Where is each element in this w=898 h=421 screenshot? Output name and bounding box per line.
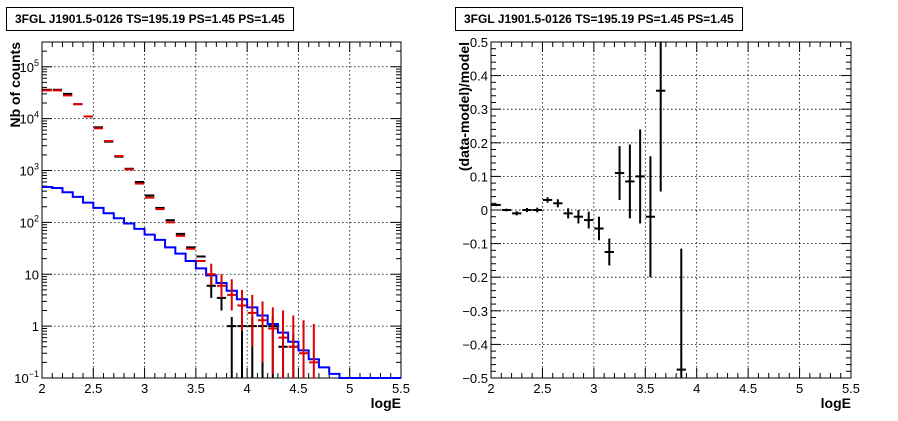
x-axis-label: logE bbox=[821, 395, 851, 411]
model-step-line bbox=[42, 186, 401, 379]
y-tick-label: −0.1 bbox=[462, 237, 488, 252]
data-point bbox=[501, 208, 512, 212]
y-tick-label: 0.5 bbox=[470, 35, 488, 50]
x-tick-label: 3 bbox=[141, 381, 148, 396]
data-point bbox=[298, 320, 309, 378]
data-point bbox=[268, 307, 278, 374]
data-point bbox=[676, 248, 686, 378]
y-axis-label: (data-model)/model bbox=[456, 42, 472, 171]
data-point bbox=[278, 310, 288, 378]
data-point bbox=[237, 289, 247, 332]
x-tick-label: 4 bbox=[244, 381, 251, 396]
data-point bbox=[563, 208, 573, 219]
x-tick-label: 2 bbox=[38, 381, 45, 396]
chart-panel-counts: 2 2.5 3 3.5 4 4.5 5 5.5 10−1 1 10 102 103 104 105 logE N… bbox=[7, 41, 410, 411]
x-tick-label: 3 bbox=[590, 381, 597, 396]
y-tick-label: 105 bbox=[20, 58, 39, 75]
data-point bbox=[604, 238, 614, 266]
x-tick-label: 2 bbox=[487, 381, 494, 396]
y-tick-label: −0.5 bbox=[462, 371, 488, 386]
x-tick-label: 5 bbox=[796, 381, 803, 396]
data-point bbox=[635, 129, 645, 224]
data-point bbox=[206, 263, 216, 286]
y-tick-label: −0.2 bbox=[462, 270, 488, 285]
y-tick-label: 103 bbox=[20, 162, 39, 179]
data-point bbox=[522, 207, 532, 213]
data-point bbox=[594, 216, 604, 241]
x-tick-label: 5.5 bbox=[392, 381, 410, 396]
chart-title-right: 3FGL J1901.5-0126 TS=195.19 PS=1.45 PS=1… bbox=[455, 7, 743, 31]
y-tick-label: 0.2 bbox=[470, 136, 488, 151]
x-axis-label: logE bbox=[371, 395, 401, 411]
data-point bbox=[614, 146, 625, 200]
x-tick-label: 4 bbox=[693, 381, 700, 396]
data-point bbox=[584, 211, 594, 229]
chart-panel-residuals: 2 2.5 3 3.5 4 4.5 5 5.5 −0.5 −0.4 −0.3 −0.2 −0.1 0 0.1… bbox=[456, 35, 860, 411]
x-tick-label: 2.5 bbox=[84, 381, 102, 396]
data-point bbox=[491, 203, 501, 207]
x-tick-label: 3.5 bbox=[636, 381, 654, 396]
data-point bbox=[553, 199, 563, 208]
data-point bbox=[309, 323, 319, 378]
data-point bbox=[542, 197, 553, 203]
y-axis-label: Nb of counts bbox=[7, 42, 23, 128]
x-tick-label: 5.5 bbox=[842, 381, 860, 396]
y-tick-label: 104 bbox=[20, 110, 39, 127]
data-point bbox=[288, 315, 298, 378]
data-point bbox=[257, 301, 268, 363]
y-tick-label: 0.3 bbox=[470, 102, 488, 117]
data-point bbox=[227, 279, 237, 311]
y-tick-label: 10 bbox=[25, 267, 39, 282]
y-tick-label: 1 bbox=[32, 319, 39, 334]
y-tick-label: 0.1 bbox=[470, 169, 488, 184]
x-tick-label: 3.5 bbox=[187, 381, 205, 396]
data-point bbox=[573, 210, 584, 224]
data-point bbox=[656, 42, 666, 192]
y-tick-label: −0.4 bbox=[462, 337, 488, 352]
y-tick-label: −0.3 bbox=[462, 304, 488, 319]
data-point bbox=[216, 274, 227, 298]
chart-title-left: 3FGL J1901.5-0126 TS=195.19 PS=1.45 PS=1… bbox=[6, 7, 294, 31]
y-tick-label: 0 bbox=[481, 203, 488, 218]
x-tick-label: 4.5 bbox=[289, 381, 307, 396]
data-point bbox=[247, 294, 257, 347]
y-tick-label: 0.4 bbox=[470, 69, 488, 84]
data-point bbox=[512, 211, 522, 216]
y-tick-label: 10−1 bbox=[14, 369, 39, 386]
y-tick-label: 102 bbox=[20, 213, 39, 230]
x-tick-label: 5 bbox=[346, 381, 353, 396]
data-point bbox=[532, 207, 542, 213]
x-tick-label: 2.5 bbox=[533, 381, 551, 396]
plot-frame bbox=[41, 41, 402, 379]
data-point bbox=[227, 316, 237, 378]
data-point bbox=[625, 144, 635, 219]
data-point bbox=[645, 156, 656, 278]
x-tick-label: 4.5 bbox=[739, 381, 757, 396]
